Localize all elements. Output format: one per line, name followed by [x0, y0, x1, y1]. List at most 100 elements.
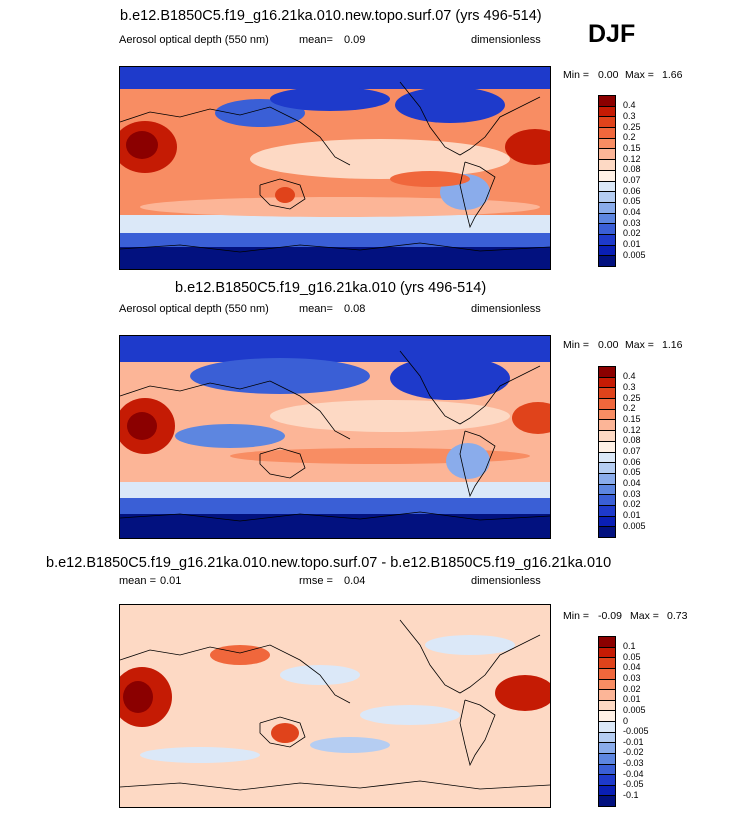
panel-3-mean-value: 0.01: [160, 575, 182, 587]
colorbar-level-label: 0.02: [623, 499, 641, 510]
coast-north-america: [399, 619, 541, 694]
panel-1-colorbar: 0.4 0.3 0.25 0.2 0.15 0.12 0.08 0.07 0.06 0.05 0.0…: [598, 95, 678, 267]
colorbar-level-label: 0.12: [623, 424, 641, 435]
panel-3-units: dimensionless: [471, 575, 541, 587]
colorbar-level-label: 0.2: [623, 403, 636, 414]
panel-1-min-value: 0.00: [598, 69, 619, 81]
colorbar-level-label: 0.12: [623, 153, 641, 164]
panel-2-min-label: Min =: [563, 339, 589, 351]
coast-north-america: [399, 350, 541, 425]
coast-south-america: [459, 699, 496, 767]
panel-3-max-label: Max =: [630, 610, 659, 622]
diff-blue-4: [425, 635, 515, 655]
panel-2-min-value: 0.00: [598, 339, 619, 351]
colorbar-level-label: -0.005: [623, 726, 649, 737]
coast-antarctica: [120, 511, 550, 522]
colorbar-swatch: [598, 526, 616, 538]
colorbar-level-label: 0.05: [623, 196, 641, 207]
panel-1-max-label: Max =: [625, 69, 654, 81]
diff-blue-2: [360, 705, 460, 725]
panel-3-min-label: Min =: [563, 610, 589, 622]
panel-2-mean-label: mean=: [299, 303, 333, 315]
colorbar-level-label: 0.05: [623, 467, 641, 478]
panel-3-mean-label: mean =: [119, 575, 156, 587]
diff-red-asia: [210, 645, 270, 665]
colorbar-level-label: 0.15: [623, 142, 641, 153]
south-band-mid: [120, 233, 550, 247]
coast-asia: [120, 106, 351, 166]
atlantic-dust: [505, 129, 550, 165]
coast-australia: [259, 178, 306, 210]
coast-asia: [120, 380, 351, 440]
colorbar-level-label: 0.07: [623, 175, 641, 185]
colorbar-level-label: 0.1: [623, 641, 636, 652]
colorbar-level-label: 0.15: [623, 413, 641, 424]
panel-3-rmse-label: rmse =: [299, 575, 333, 587]
north-cap: [120, 67, 550, 89]
colorbar-level-label: -0.02: [623, 747, 644, 758]
colorbar-level-label: 0.04: [623, 478, 641, 489]
australia-dust: [275, 187, 295, 203]
colorbar-level-label: 0.005: [623, 704, 646, 715]
map-background: [120, 605, 550, 807]
colorbar-level-label: 0.06: [623, 456, 641, 467]
coast-south-america: [459, 430, 496, 498]
panel-1-max-value: 1.66: [662, 69, 683, 81]
atlantic-dust: [512, 402, 550, 434]
panel-2-max-value: 1.16: [662, 339, 683, 351]
south-america-blue: [446, 443, 490, 479]
colorbar-level-label: 0.04: [623, 207, 641, 218]
coast-australia: [259, 716, 306, 748]
panel-3-map: [119, 604, 551, 808]
sahara-core: [127, 412, 157, 440]
indian-ocean-blue: [175, 424, 285, 448]
coast-asia: [120, 644, 351, 704]
panel-3-max-value: 0.73: [667, 610, 688, 622]
colorbar-level-label: 0.02: [623, 228, 641, 239]
panel-2-units: dimensionless: [471, 303, 541, 315]
panel-1-min-label: Min =: [563, 69, 589, 81]
south-band-mid: [120, 498, 550, 514]
coast-north-america: [399, 81, 541, 156]
colorbar-level-label: -0.1: [623, 789, 639, 800]
south-band-light: [120, 215, 550, 233]
colorbar-level-label: 0.04: [623, 662, 641, 673]
colorbar-level-label: 0: [623, 715, 629, 726]
panel-2-map-svg: [120, 336, 550, 538]
colorbar-level-label: -0.04: [623, 768, 644, 779]
colorbar-level-label: 0.25: [623, 121, 641, 132]
panel-1-map: [119, 66, 551, 270]
colorbar-level-label: -0.05: [623, 779, 644, 790]
south-cap: [120, 247, 550, 269]
north-cap: [120, 336, 550, 362]
panel-1-units: dimensionless: [471, 34, 541, 46]
tropical-pacific-light: [270, 400, 510, 432]
panel-1-map-svg: [120, 67, 550, 269]
panel-3-map-svg: [120, 605, 550, 807]
colorbar-level-label: 0.08: [623, 164, 641, 175]
panel-3-colorbar: 0.1 0.05 0.04 0.03 0.02 0.01 0.005 0 -0.005 -0.01…: [598, 636, 678, 807]
colorbar-level-label: -0.03: [623, 758, 644, 768]
coast-antarctica: [120, 242, 550, 253]
panel-1-title: b.e12.B1850C5.f19_g16.21ka.010.new.topo.…: [120, 8, 542, 24]
panel-1-variable: Aerosol optical depth (550 nm): [119, 34, 269, 46]
colorbar-level-label: 0.01: [623, 694, 641, 705]
colorbar-level-label: 0.3: [623, 110, 636, 121]
colorbar-level-label: 0.3: [623, 381, 636, 392]
north-america-blue: [395, 87, 505, 123]
colorbar-level-label: 0.07: [623, 446, 641, 456]
colorbar-level-label: 0.06: [623, 185, 641, 196]
colorbar-level-label: 0.02: [623, 683, 641, 694]
asia-blue: [190, 358, 370, 394]
colorbar-level-label: 0.05: [623, 651, 641, 662]
colorbar-level-label: 0.01: [623, 510, 641, 521]
colorbar-level-label: 0.08: [623, 435, 641, 446]
south-band-light: [120, 482, 550, 498]
panel-3-min-value: -0.09: [598, 610, 622, 622]
colorbar-level-label: 0.01: [623, 239, 641, 250]
tropical-pacific-light: [250, 139, 510, 179]
colorbar-level-label: 0.4: [623, 100, 636, 111]
colorbar-level-label: 0.005: [623, 249, 646, 260]
colorbar-level-label: 0.03: [623, 673, 641, 683]
south-cap: [120, 514, 550, 538]
